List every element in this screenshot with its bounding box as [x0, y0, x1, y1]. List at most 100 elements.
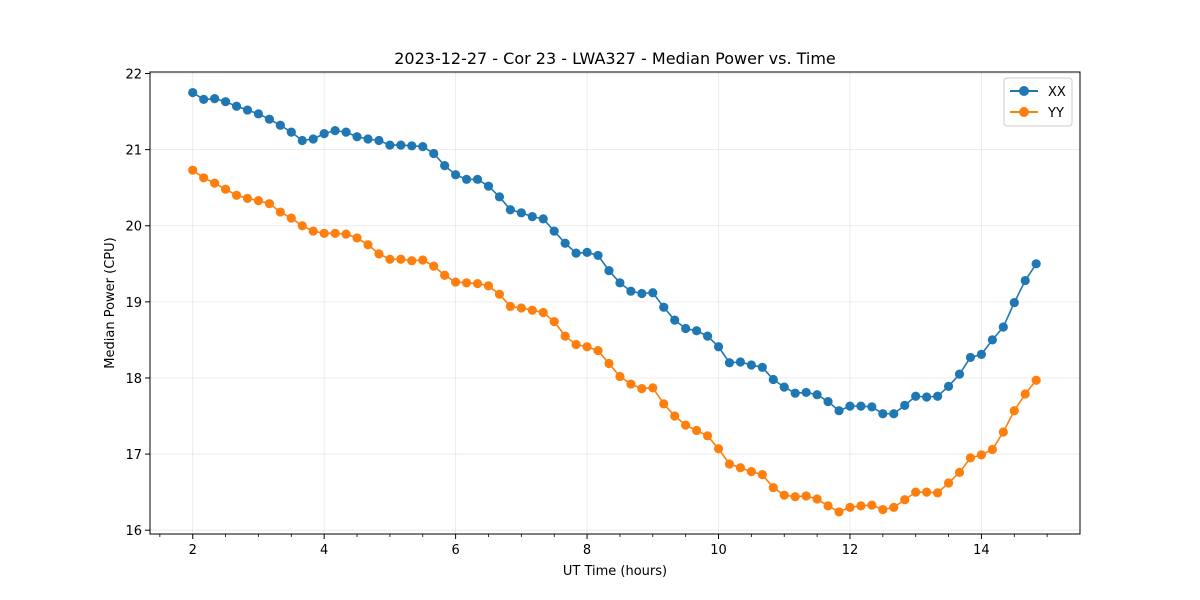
data-point-xx [911, 391, 921, 401]
y-tick-label: 21 [125, 144, 142, 159]
data-point-yy [516, 303, 526, 313]
data-point-yy [702, 431, 713, 441]
data-point-xx [363, 134, 373, 144]
data-point-xx [418, 141, 428, 152]
data-point-xx [516, 208, 526, 218]
data-point-yy [878, 505, 888, 515]
x-tick-label: 10 [710, 543, 727, 558]
data-point-xx [451, 170, 461, 180]
data-point-yy [451, 277, 461, 287]
data-point-xx [998, 322, 1008, 332]
data-point-yy [801, 491, 811, 501]
plot-series [188, 87, 1041, 517]
data-point-yy [210, 178, 220, 188]
legend-marker-yy [1019, 107, 1029, 117]
data-point-xx [713, 342, 724, 352]
data-point-xx [582, 247, 592, 257]
data-point-xx [264, 114, 274, 124]
y-tick-label: 22 [125, 68, 142, 83]
y-tick-label: 20 [125, 220, 142, 235]
data-point-yy [1009, 406, 1019, 416]
data-point-xx [527, 212, 537, 222]
data-point-xx [549, 226, 559, 236]
grid [150, 72, 1080, 534]
chart-title: 2023-12-27 - Cor 23 - LWA327 - Median Po… [394, 49, 836, 68]
legend-label-xx: XX [1048, 85, 1066, 100]
data-point-xx [505, 205, 515, 215]
data-point-yy [954, 467, 965, 477]
data-point-yy [648, 383, 658, 393]
data-point-yy [242, 193, 253, 203]
data-point-xx [932, 391, 943, 401]
data-point-yy [746, 466, 756, 477]
data-point-yy [670, 411, 680, 421]
data-point-yy [757, 470, 767, 480]
legend-label-yy: YY [1047, 106, 1064, 121]
x-axis-ticks: 2 4 6 8 10 12 14 [159, 534, 1048, 558]
data-point-xx [692, 326, 702, 336]
data-point-yy [834, 507, 844, 517]
data-point-yy [231, 190, 242, 200]
data-point-xx [1020, 275, 1030, 286]
data-point-xx [1009, 298, 1019, 308]
data-point-yy [407, 256, 417, 266]
data-point-xx [768, 374, 778, 385]
data-point-yy [505, 301, 515, 312]
data-point-xx [724, 358, 735, 368]
data-point-yy [593, 345, 603, 356]
data-point-xx [308, 134, 318, 144]
data-point-xx [976, 349, 987, 359]
data-point-xx [275, 120, 285, 130]
data-point-xx [1031, 259, 1041, 269]
data-point-yy [363, 240, 373, 250]
data-point-yy [538, 307, 548, 318]
data-point-xx [374, 135, 384, 146]
data-point-yy [932, 488, 943, 498]
data-point-xx [330, 126, 340, 136]
data-point-yy [286, 213, 296, 223]
data-point-yy [812, 494, 822, 504]
data-point-xx [670, 315, 680, 325]
y-tick-label: 18 [125, 372, 142, 387]
data-point-xx [593, 250, 603, 261]
data-point-yy [713, 444, 724, 454]
data-point-xx [253, 109, 264, 119]
data-point-yy [396, 254, 406, 264]
data-point-yy [461, 278, 472, 288]
data-point-yy [385, 254, 395, 264]
data-point-yy [429, 261, 439, 271]
data-point-yy [604, 358, 614, 369]
data-point-xx [210, 94, 220, 104]
data-point-yy [319, 228, 329, 238]
y-tick-label: 16 [125, 524, 142, 539]
data-point-yy [494, 289, 505, 299]
data-point-xx [319, 129, 329, 139]
data-point-yy [352, 233, 362, 243]
y-tick-label: 19 [125, 296, 142, 311]
data-point-yy [264, 199, 274, 209]
x-tick-label: 8 [583, 543, 591, 558]
data-point-xx [494, 192, 505, 202]
data-point-xx [757, 362, 767, 372]
data-point-xx [790, 388, 800, 398]
data-point-xx [943, 381, 954, 391]
x-tick-label: 12 [842, 543, 859, 558]
data-point-yy [659, 399, 669, 409]
data-point-xx [220, 97, 231, 107]
data-point-yy [615, 371, 625, 382]
data-point-xx [297, 135, 307, 146]
data-point-xx [341, 127, 351, 137]
data-point-xx [231, 101, 242, 111]
data-point-yy [253, 196, 264, 206]
data-point-xx [648, 288, 658, 298]
data-point-yy [823, 501, 833, 511]
data-point-yy [768, 482, 778, 493]
data-point-xx [867, 402, 877, 412]
data-point-yy [440, 270, 450, 280]
data-point-yy [965, 453, 976, 463]
data-point-xx [681, 323, 691, 334]
data-point-xx [965, 352, 976, 363]
data-point-xx [461, 174, 472, 184]
data-point-yy [779, 490, 789, 500]
